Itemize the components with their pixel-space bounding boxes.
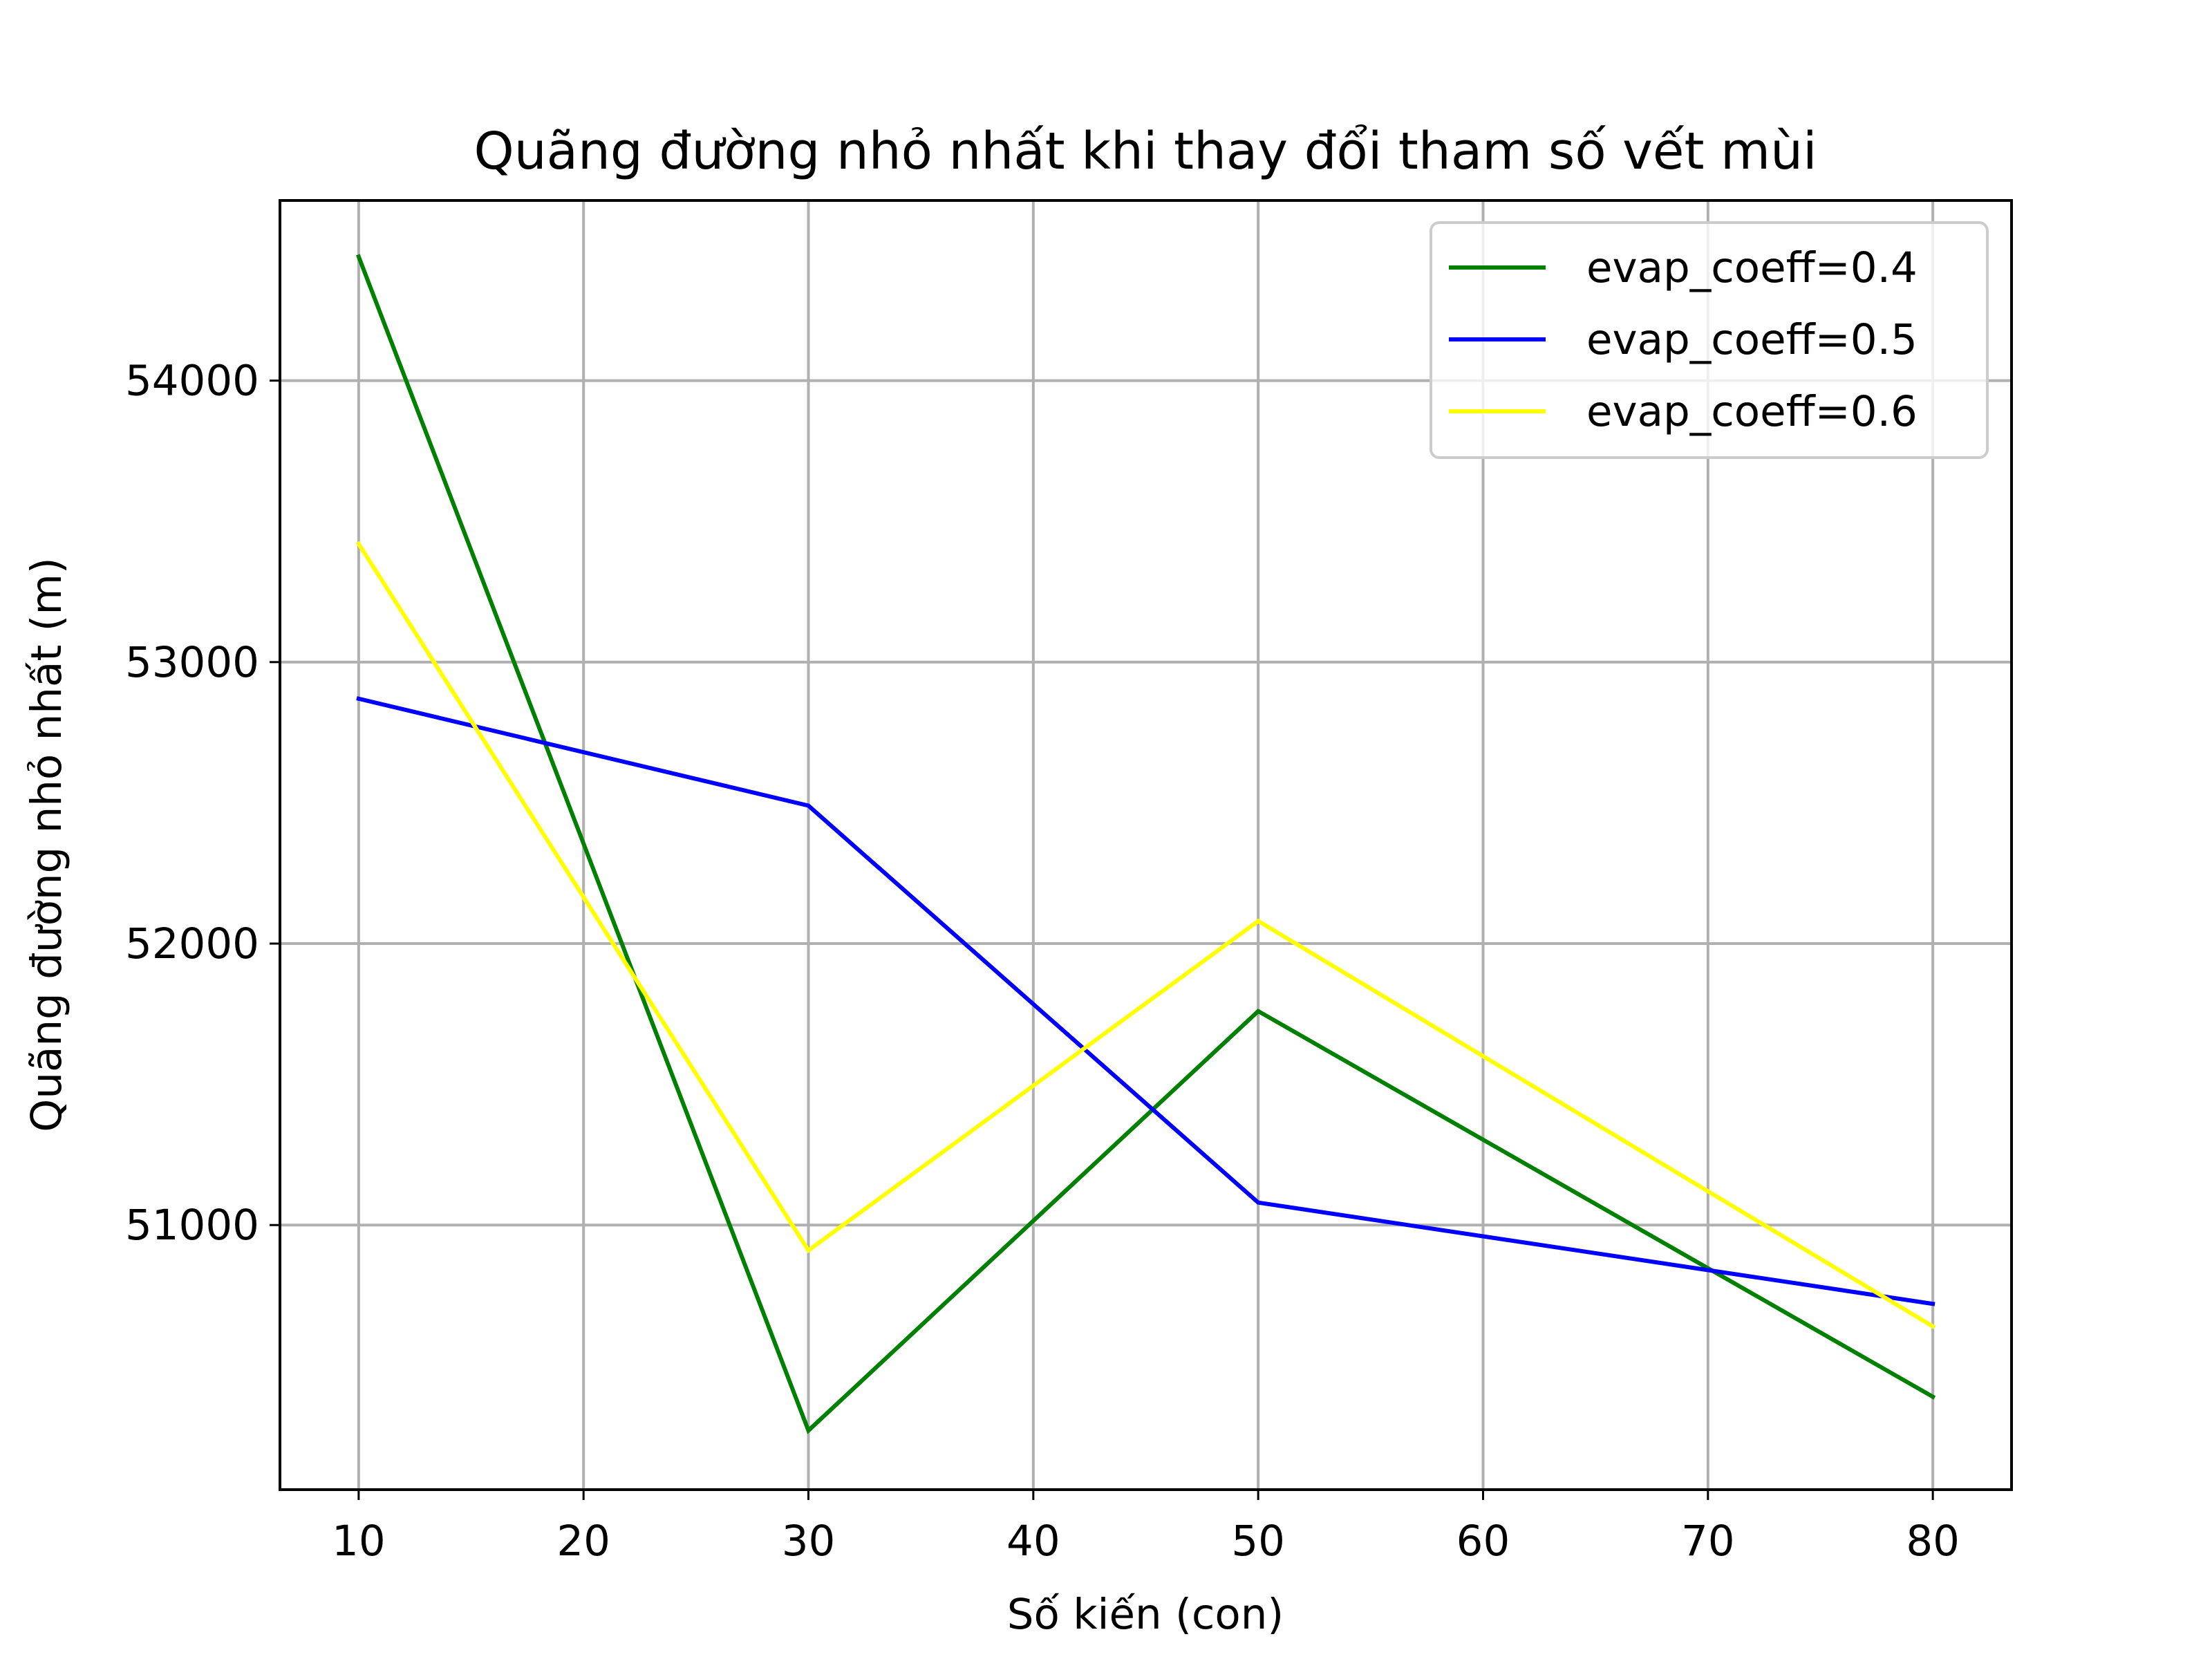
x-tick-label: 50: [1231, 1517, 1285, 1566]
y-tick-label: 51000: [125, 1201, 259, 1250]
axis-ticks: 10 20 30 40 50 60 70 80 51000 52000 53000 54000: [125, 357, 1960, 1566]
series-line-2: [356, 696, 1936, 1306]
legend-label: evap_coeff=0.6: [1586, 387, 1918, 436]
legend-label: evap_coeff=0.4: [1586, 243, 1918, 292]
y-tick-label: 53000: [125, 638, 259, 687]
legend-label: evap_coeff=0.5: [1586, 315, 1918, 364]
x-tick-label: 60: [1456, 1517, 1510, 1566]
legend: evap_coeff=0.4 evap_coeff=0.5 evap_coeff=0…: [1430, 221, 1989, 459]
x-tick-label: 10: [332, 1517, 386, 1566]
series-line-1: [356, 254, 1936, 1434]
y-axis-label: Quãng đường nhỏ nhất (m): [22, 557, 71, 1132]
series-lines: [355, 254, 1936, 1434]
y-tick-label: 54000: [125, 357, 259, 406]
x-tick-label: 20: [556, 1517, 610, 1566]
series-line-3: [355, 541, 1936, 1329]
x-axis-label: Số kiến (con): [1007, 1590, 1284, 1639]
legend-box: [1430, 221, 1989, 459]
plot-frame: [279, 199, 2013, 1491]
x-tick-label: 80: [1906, 1517, 1960, 1566]
x-tick-label: 70: [1681, 1517, 1735, 1566]
y-tick-label: 52000: [125, 919, 259, 968]
x-tick-label: 40: [1006, 1517, 1060, 1566]
chart-title: Quãng đường nhỏ nhất khi thay đổi tham s…: [474, 122, 1817, 181]
x-tick-label: 30: [782, 1517, 836, 1566]
